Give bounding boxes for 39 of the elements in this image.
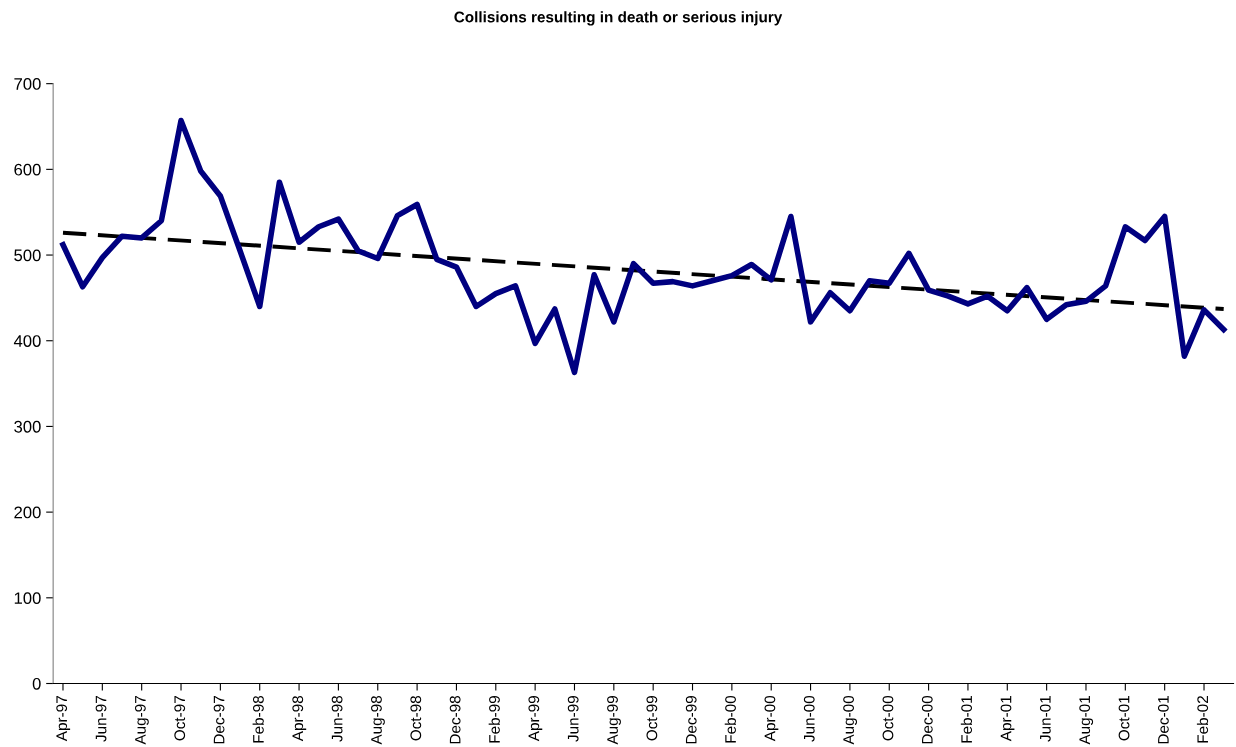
y-tick-label: 500: [14, 249, 41, 262]
x-tick-label: Jun-00: [803, 695, 815, 742]
x-tick-label: Jun-01: [1039, 696, 1051, 742]
x-tick-label: Feb-01: [960, 696, 973, 743]
x-tick-label: Feb-98: [252, 695, 264, 743]
x-tick-label: Feb-02: [1196, 696, 1209, 743]
y-tick-label: 400: [13, 335, 41, 347]
x-tick-label: Dec-97: [213, 696, 225, 744]
x-tick-label: Oct-99: [646, 696, 658, 741]
x-tick-label: Jun-97: [95, 696, 107, 742]
x-tick-label: Oct-00: [882, 695, 894, 741]
y-tick-label: 300: [14, 420, 41, 433]
x-tick-label: Aug-00: [843, 695, 858, 745]
x-tick-label: Oct-01: [1118, 696, 1130, 741]
y-tick-label: 600: [14, 163, 41, 176]
x-tick-label: Aug-01: [1079, 696, 1094, 745]
y-tick-label: 200: [14, 506, 41, 519]
y-tick-label: 100: [14, 592, 41, 605]
x-tick-label: Dec-99: [685, 696, 697, 744]
x-tick-label: Apr-97: [56, 696, 71, 742]
x-tick-label: Apr-01: [1000, 696, 1015, 742]
x-tick-label: Dec-98: [449, 695, 461, 744]
x-tick-label: Oct-97: [174, 696, 186, 741]
x-tick-label: Aug-97: [134, 696, 149, 745]
x-tick-label: Aug-98: [371, 695, 385, 745]
x-tick-label: Apr-98: [292, 695, 307, 742]
y-tick-label: 700: [14, 78, 41, 90]
x-tick-label: Dec-00: [921, 695, 933, 744]
x-tick-label: Apr-99: [528, 696, 543, 742]
x-tick-label: Oct-98: [410, 695, 422, 741]
x-tick-label: Dec-01: [1157, 696, 1169, 744]
x-tick-label: Feb-99: [488, 696, 500, 743]
x-tick-label: Jun-98: [331, 695, 343, 742]
chart-title: Collisions resulting in death or serious injury: [454, 11, 783, 26]
y-tick-label: 0: [32, 677, 41, 690]
x-tick-label: Apr-00: [764, 695, 779, 742]
x-tick-label: Aug-99: [607, 696, 621, 745]
x-tick-label: Feb-00: [724, 695, 736, 743]
x-tick-label: Jun-99: [567, 696, 579, 742]
